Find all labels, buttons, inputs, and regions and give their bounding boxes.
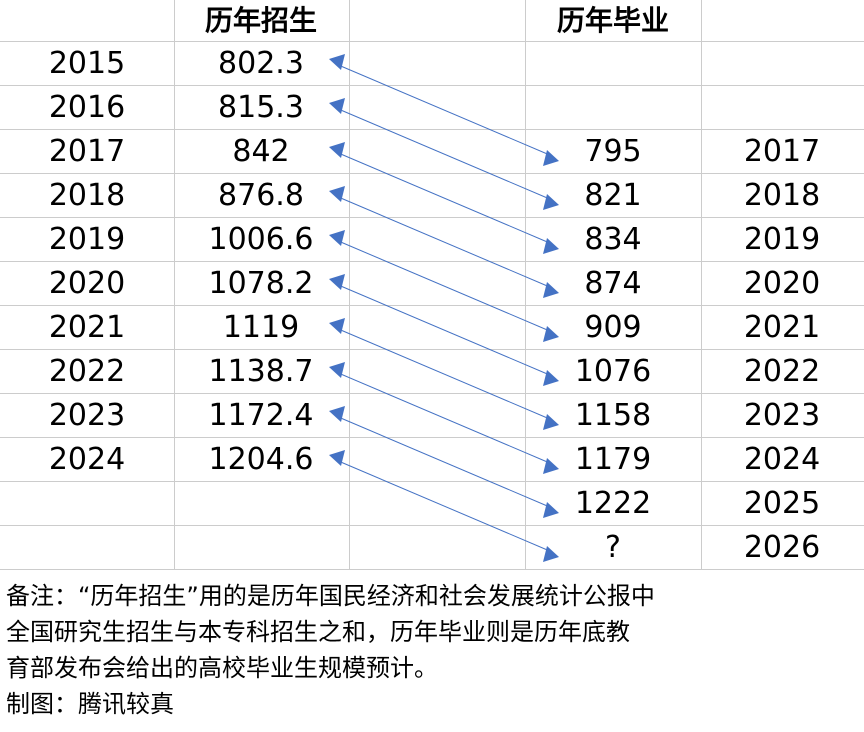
graduation-value-cell: 1222	[574, 486, 652, 521]
link-arrowhead-left	[329, 406, 345, 422]
graduation-year-cell: 2017	[743, 134, 821, 169]
link-arrowhead-left	[329, 274, 345, 290]
link-arrowhead-right	[543, 414, 559, 430]
graduation-value-cell: 909	[584, 310, 642, 345]
link-arrow-line	[335, 459, 553, 553]
enrollment-year-cell: 2018	[48, 178, 126, 213]
enrollment-value-cell: 802.3	[218, 46, 304, 81]
graduation-value-cell: 1158	[574, 398, 652, 433]
graduation-year-cell: 2026	[743, 530, 821, 565]
link-arrowhead-left	[329, 362, 345, 378]
graduation-header: 历年毕业	[556, 4, 669, 37]
link-arrowhead-right	[543, 150, 559, 166]
graduation-value-cell: 834	[584, 222, 642, 257]
graduation-value-cell: 1076	[574, 354, 652, 389]
graduation-year-cell: 2022	[743, 354, 821, 389]
enrollment-header: 历年招生	[204, 4, 317, 37]
link-arrow-line	[335, 283, 553, 377]
link-arrow-line	[335, 371, 553, 465]
graduation-value-cell: 821	[584, 178, 642, 213]
link-arrow-line	[335, 327, 553, 421]
link-arrowhead-left	[329, 318, 345, 334]
link-arrow-line	[335, 107, 553, 201]
notes: 备注：“历年招生”用的是历年国民经济和社会发展统计公报中 全国研究生招生与本专科…	[6, 578, 858, 722]
link-arrowhead-left	[329, 450, 345, 466]
enrollment-value-cell: 876.8	[218, 178, 304, 213]
note-line-3: 育部发布会给出的高校毕业生规模预计。	[6, 654, 438, 682]
table-grid	[0, 0, 864, 570]
enrollment-year-cell: 2019	[48, 222, 126, 257]
enrollment-year-cell: 2021	[48, 310, 126, 345]
enrollment-year-cell: 2020	[48, 266, 126, 301]
graduation-year-cell: 2025	[743, 486, 821, 521]
graduation-value-cell: 874	[584, 266, 642, 301]
link-arrowhead-right	[543, 194, 559, 210]
graduation-value-cell: 795	[584, 134, 642, 169]
graduation-year-cell: 2021	[743, 310, 821, 345]
graduation-value-cell: ?	[605, 530, 621, 565]
link-arrowhead-right	[543, 458, 559, 474]
link-arrowhead-left	[329, 54, 345, 70]
link-arrowhead-right	[543, 282, 559, 298]
link-arrowhead-right	[543, 502, 559, 518]
enrollment-value-cell: 815.3	[218, 90, 304, 125]
link-arrowhead-right	[543, 546, 559, 562]
enrollment-value-cell: 842	[232, 134, 290, 169]
link-arrow-line	[335, 63, 553, 157]
graduation-year-cell: 2024	[743, 442, 821, 477]
link-arrowhead-left	[329, 186, 345, 202]
graduation-value-cell: 1179	[574, 442, 652, 477]
enrollment-value-cell: 1138.7	[208, 354, 314, 389]
link-arrowhead-left	[329, 230, 345, 246]
enrollment-graduation-table: 历年招生 历年毕业 2015 802.3 2016 815.3 2017 842 2018 876…	[0, 0, 864, 570]
enrollment-year-cell: 2017	[48, 134, 126, 169]
enrollment-value-cell: 1006.6	[208, 222, 314, 257]
note-line-2: 全国研究生招生与本专科招生之和，历年毕业则是历年底教	[6, 618, 630, 646]
credit-line: 制图：腾讯较真	[6, 690, 174, 718]
link-arrowhead-right	[543, 238, 559, 254]
enrollment-year-cell: 2015	[48, 46, 126, 81]
graduation-year-cell: 2019	[743, 222, 821, 257]
link-arrow-line	[335, 415, 553, 509]
graduation-year-cell: 2018	[743, 178, 821, 213]
graduation-year-cell: 2023	[743, 398, 821, 433]
link-arrow-line	[335, 239, 553, 333]
link-arrow-line	[335, 195, 553, 289]
link-arrowhead-right	[543, 326, 559, 342]
link-arrowhead-left	[329, 98, 345, 114]
enrollment-year-cell: 2024	[48, 442, 126, 477]
enrollment-year-cell: 2022	[48, 354, 126, 389]
graduation-year-cell: 2020	[743, 266, 821, 301]
note-line-1: 备注：“历年招生”用的是历年国民经济和社会发展统计公报中	[6, 582, 655, 610]
link-arrowhead-right	[543, 370, 559, 386]
link-arrow-line	[335, 151, 553, 245]
enrollment-year-cell: 2016	[48, 90, 126, 125]
enrollment-value-cell: 1172.4	[208, 398, 314, 433]
enrollment-value-cell: 1204.6	[208, 442, 314, 477]
link-arrowhead-left	[329, 142, 345, 158]
enrollment-value-cell: 1119	[222, 310, 300, 345]
enrollment-year-cell: 2023	[48, 398, 126, 433]
enrollment-value-cell: 1078.2	[208, 266, 314, 301]
